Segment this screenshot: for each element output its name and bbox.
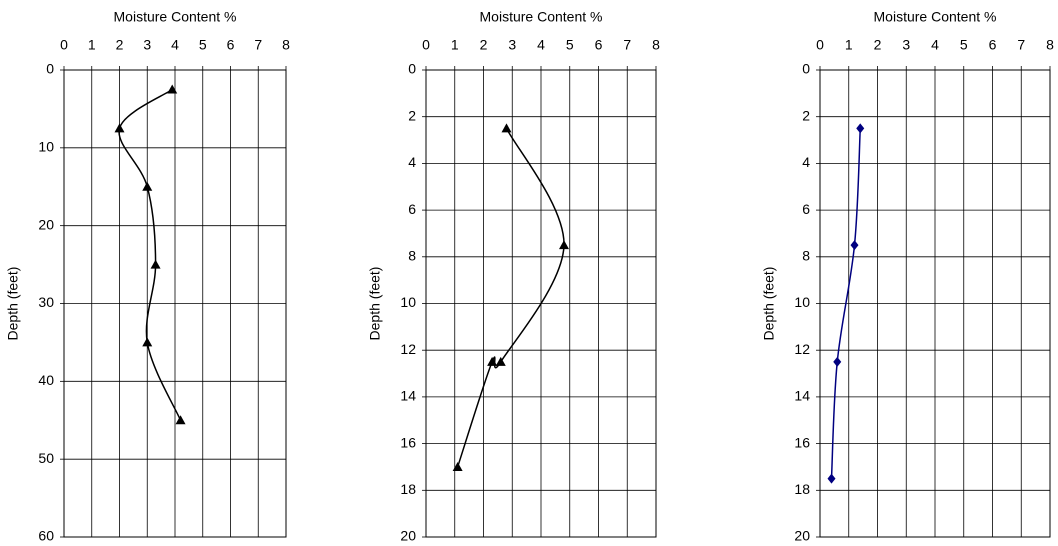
x-tick-label: 4 (171, 37, 179, 53)
x-tick-label: 6 (227, 37, 235, 53)
x-tick-label: 1 (451, 37, 459, 53)
y-tick-label: 16 (794, 434, 810, 450)
x-tick-label: 4 (931, 37, 939, 53)
y-tick-label: 20 (38, 216, 54, 232)
y-tick-label: 20 (794, 528, 810, 544)
marker (175, 415, 186, 425)
y-axis-title: Depth (feet) (761, 267, 777, 341)
marker (142, 337, 153, 347)
x-tick-label: 2 (874, 37, 882, 53)
x-tick-label: 8 (282, 37, 290, 53)
marker (495, 356, 506, 366)
y-tick-label: 0 (408, 61, 416, 77)
y-tick-label: 2 (802, 107, 810, 123)
x-tick-label: 8 (652, 37, 660, 53)
y-tick-label: 8 (802, 248, 810, 264)
x-tick-label: 5 (566, 37, 574, 53)
y-tick-label: 0 (46, 61, 54, 77)
x-axis-title: Moisture Content % (874, 9, 997, 25)
y-tick-label: 4 (408, 154, 416, 170)
x-tick-label: 7 (623, 37, 631, 53)
y-tick-label: 12 (400, 341, 416, 357)
marker (167, 84, 178, 94)
x-tick-label: 2 (480, 37, 488, 53)
marker (856, 123, 865, 134)
plot-frame (819, 69, 1051, 538)
x-tick-label: 0 (60, 37, 68, 53)
y-tick-label: 4 (802, 154, 810, 170)
x-tick-label: 4 (537, 37, 545, 53)
marker (850, 240, 859, 251)
y-tick-label: 6 (802, 201, 810, 217)
marker (142, 181, 153, 191)
x-tick-label: 5 (199, 37, 207, 53)
x-tick-label: 6 (989, 37, 997, 53)
y-tick-label: 2 (408, 107, 416, 123)
y-tick-label: 10 (38, 139, 54, 155)
x-tick-label: 7 (1017, 37, 1025, 53)
y-tick-label: 12 (794, 341, 810, 357)
marker (114, 123, 125, 133)
x-tick-label: 1 (845, 37, 853, 53)
line (830, 128, 861, 479)
x-tick-label: 3 (143, 37, 151, 53)
x-tick-label: 5 (960, 37, 968, 53)
y-axis-title: Depth (feet) (5, 267, 21, 341)
y-tick-label: 20 (400, 528, 416, 544)
y-tick-label: 14 (400, 388, 416, 404)
x-tick-label: 7 (254, 37, 262, 53)
y-tick-label: 30 (38, 294, 54, 310)
x-tick-label: 0 (816, 37, 824, 53)
plot-frame (425, 69, 657, 538)
y-axis-title: Depth (feet) (367, 267, 383, 341)
marker (827, 473, 836, 484)
y-tick-label: 6 (408, 201, 416, 217)
y-tick-label: 10 (794, 294, 810, 310)
marker (833, 356, 842, 367)
x-tick-label: 1 (88, 37, 96, 53)
line (456, 128, 565, 468)
y-tick-label: 0 (802, 61, 810, 77)
y-tick-label: 40 (38, 372, 54, 388)
marker (559, 240, 569, 250)
x-tick-label: 8 (1046, 37, 1054, 53)
line (118, 88, 182, 421)
marker (150, 259, 161, 269)
x-tick-label: 2 (116, 37, 124, 53)
x-axis-title: Moisture Content % (114, 9, 237, 25)
plot-frame (63, 69, 287, 538)
y-tick-label: 18 (400, 481, 416, 497)
x-tick-label: 0 (422, 37, 430, 53)
y-tick-label: 8 (408, 248, 416, 264)
y-tick-label: 16 (400, 434, 416, 450)
x-tick-label: 3 (902, 37, 910, 53)
y-tick-label: 60 (38, 528, 54, 544)
y-tick-label: 50 (38, 450, 54, 466)
marker (501, 123, 512, 133)
x-tick-label: 3 (508, 37, 516, 53)
x-axis-title: Moisture Content % (480, 9, 603, 25)
x-tick-label: 6 (595, 37, 603, 53)
y-tick-label: 18 (794, 481, 810, 497)
y-tick-label: 14 (794, 388, 810, 404)
y-tick-label: 10 (400, 294, 416, 310)
marker (487, 356, 498, 366)
marker (452, 461, 463, 471)
